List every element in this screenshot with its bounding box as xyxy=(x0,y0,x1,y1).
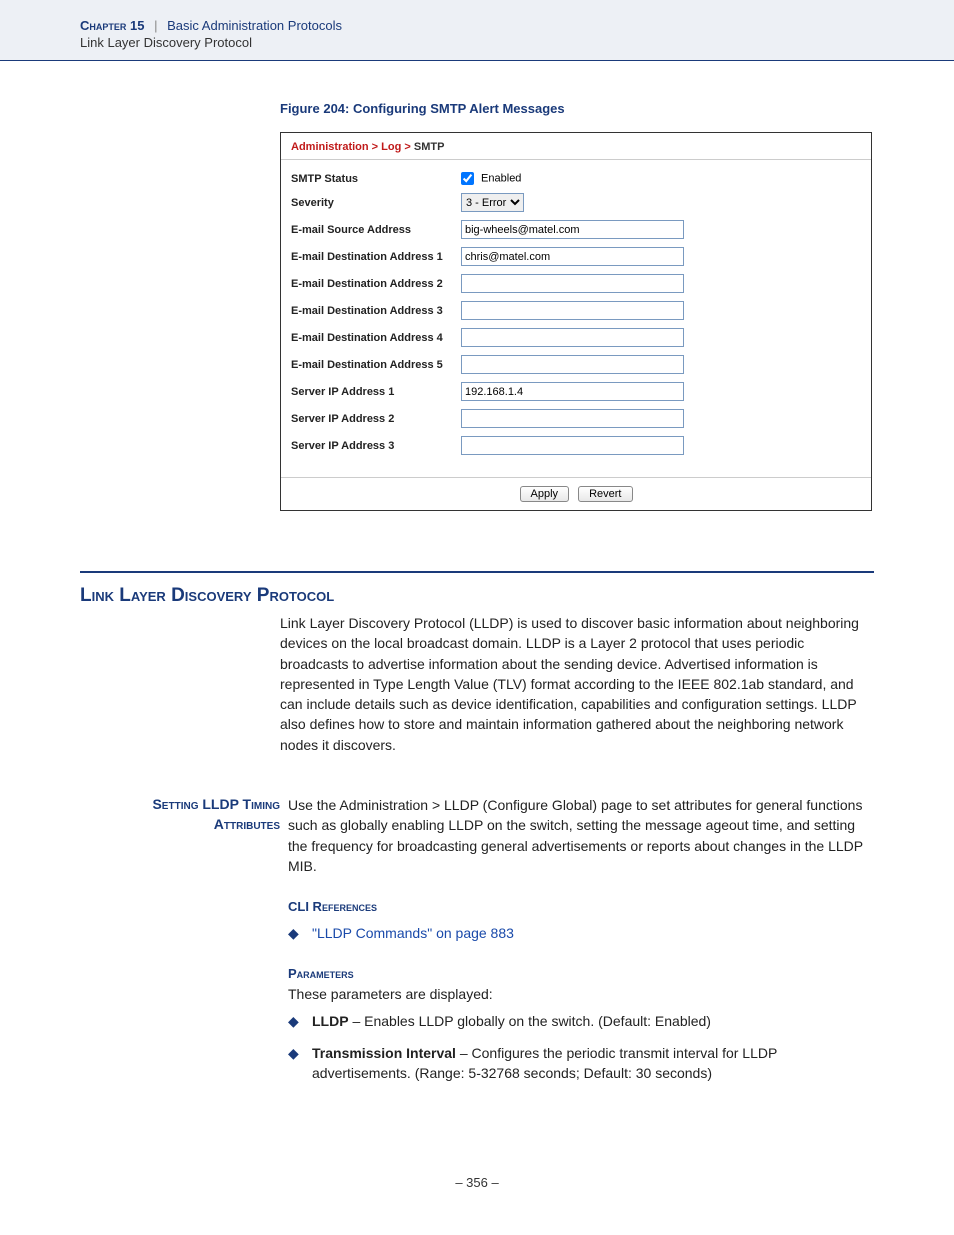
crumb-admin: Administration > xyxy=(291,141,378,153)
form-label: Severity xyxy=(291,197,461,209)
form-row: SMTP Status Enabled xyxy=(291,172,861,185)
form-control xyxy=(461,382,684,401)
checkbox-label: Enabled xyxy=(478,172,521,184)
form-row: E-mail Destination Address 2 xyxy=(291,274,861,293)
form-row: Severity3 - Error xyxy=(291,193,861,212)
text-input[interactable] xyxy=(461,274,684,293)
form-control xyxy=(461,301,684,320)
form-label: E-mail Destination Address 3 xyxy=(291,305,461,317)
text-input[interactable] xyxy=(461,382,684,401)
cli-link[interactable]: "LLDP Commands" on page 883 xyxy=(312,923,514,943)
form-control xyxy=(461,274,684,293)
section-intro: Link Layer Discovery Protocol (LLDP) is … xyxy=(280,613,874,755)
enabled-checkbox[interactable] xyxy=(461,172,474,185)
page-number: – 356 – xyxy=(80,1175,874,1190)
form-label: Server IP Address 1 xyxy=(291,386,461,398)
cli-references-heading: CLI References xyxy=(288,898,874,917)
text-input[interactable] xyxy=(461,355,684,374)
side-heading-line1: Setting LLDP Timing xyxy=(152,796,280,812)
form-row: E-mail Destination Address 3 xyxy=(291,301,861,320)
text-input[interactable] xyxy=(461,409,684,428)
form-control xyxy=(461,328,684,347)
form-row: Server IP Address 2 xyxy=(291,409,861,428)
form-control xyxy=(461,436,684,455)
cli-link-item: ◆ "LLDP Commands" on page 883 xyxy=(288,923,874,943)
figure-caption: Figure 204: Configuring SMTP Alert Messa… xyxy=(280,101,874,116)
form-control xyxy=(461,409,684,428)
subsection-intro: Use the Administration > LLDP (Configure… xyxy=(288,795,874,876)
form-control xyxy=(461,355,684,374)
form-control xyxy=(461,220,684,239)
form-label: Server IP Address 3 xyxy=(291,440,461,452)
form-control: Enabled xyxy=(461,172,521,185)
panel-breadcrumb: Administration > Log > SMTP xyxy=(281,133,871,160)
form-row: Server IP Address 3 xyxy=(291,436,861,455)
param-text: Transmission Interval – Configures the p… xyxy=(312,1043,874,1084)
form-control xyxy=(461,247,684,266)
form-label: E-mail Destination Address 5 xyxy=(291,359,461,371)
side-heading-line2: Attributes xyxy=(214,816,280,832)
diamond-icon: ◆ xyxy=(288,1011,306,1031)
smtp-config-panel: Administration > Log > SMTP SMTP Status … xyxy=(280,132,872,511)
form-label: E-mail Source Address xyxy=(291,224,461,236)
form-label: Server IP Address 2 xyxy=(291,413,461,425)
param-item: ◆ LLDP – Enables LLDP globally on the swi… xyxy=(288,1011,874,1031)
section-divider xyxy=(80,571,874,573)
text-input[interactable] xyxy=(461,328,684,347)
revert-button[interactable]: Revert xyxy=(578,486,632,502)
form-row: E-mail Destination Address 4 xyxy=(291,328,861,347)
param-text: LLDP – Enables LLDP globally on the swit… xyxy=(312,1011,711,1031)
crumb-log: Log > xyxy=(381,141,411,153)
chapter-label: Chapter 15 xyxy=(80,18,144,33)
form-row: E-mail Source Address xyxy=(291,220,861,239)
severity-select[interactable]: 3 - Error xyxy=(461,193,524,212)
form-row: E-mail Destination Address 1 xyxy=(291,247,861,266)
form-row: Server IP Address 1 xyxy=(291,382,861,401)
diamond-icon: ◆ xyxy=(288,1043,306,1084)
text-input[interactable] xyxy=(461,220,684,239)
text-input[interactable] xyxy=(461,301,684,320)
parameters-intro: These parameters are displayed: xyxy=(288,984,874,1004)
side-heading: Setting LLDP Timing Attributes xyxy=(80,795,288,1095)
section-title: Link Layer Discovery Protocol xyxy=(80,585,874,607)
header-separator: | xyxy=(154,18,157,33)
form-label: SMTP Status xyxy=(291,173,461,185)
form-label: E-mail Destination Address 1 xyxy=(291,251,461,263)
diamond-icon: ◆ xyxy=(288,923,306,943)
form-control: 3 - Error xyxy=(461,193,524,212)
text-input[interactable] xyxy=(461,436,684,455)
apply-button[interactable]: Apply xyxy=(520,486,570,502)
crumb-smtp: SMTP xyxy=(414,141,445,153)
header-subline: Link Layer Discovery Protocol xyxy=(80,35,954,50)
panel-body: SMTP Status EnabledSeverity3 - ErrorE-ma… xyxy=(281,160,871,477)
form-label: E-mail Destination Address 2 xyxy=(291,278,461,290)
panel-footer: Apply Revert xyxy=(281,477,871,510)
page-header: Chapter 15 | Basic Administration Protoc… xyxy=(0,0,954,61)
header-trail: Basic Administration Protocols xyxy=(167,18,342,33)
text-input[interactable] xyxy=(461,247,684,266)
parameters-heading: Parameters xyxy=(288,965,874,984)
form-label: E-mail Destination Address 4 xyxy=(291,332,461,344)
param-item: ◆Transmission Interval – Configures the … xyxy=(288,1043,874,1084)
form-row: E-mail Destination Address 5 xyxy=(291,355,861,374)
